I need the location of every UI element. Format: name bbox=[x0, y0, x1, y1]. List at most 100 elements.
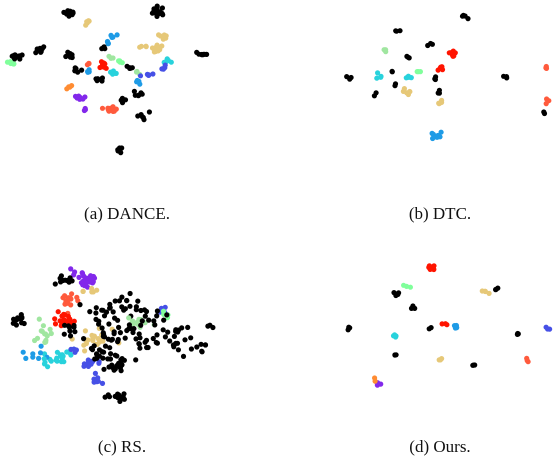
point bbox=[345, 327, 351, 333]
cluster-black bbox=[135, 109, 152, 123]
point bbox=[149, 10, 155, 16]
point bbox=[374, 75, 380, 81]
point bbox=[173, 328, 179, 334]
point bbox=[459, 13, 466, 19]
point bbox=[154, 332, 160, 338]
point bbox=[151, 6, 157, 12]
point bbox=[99, 380, 106, 386]
point bbox=[156, 45, 162, 51]
point bbox=[393, 28, 399, 34]
point bbox=[439, 67, 446, 73]
point bbox=[133, 336, 139, 342]
point bbox=[69, 83, 75, 89]
point bbox=[150, 71, 156, 77]
point bbox=[546, 98, 552, 104]
point bbox=[116, 324, 122, 330]
point bbox=[167, 338, 173, 344]
point bbox=[143, 308, 150, 315]
point bbox=[146, 72, 152, 78]
cluster-sky bbox=[85, 67, 92, 75]
point bbox=[436, 100, 442, 106]
point bbox=[8, 60, 14, 67]
point bbox=[38, 343, 44, 349]
caption-a: (a) DANCE. bbox=[84, 204, 170, 223]
point bbox=[41, 356, 47, 362]
panel-d bbox=[338, 258, 558, 406]
cluster-tan bbox=[479, 288, 492, 296]
cluster-sky bbox=[451, 322, 460, 331]
point bbox=[160, 327, 166, 333]
cluster-tan bbox=[436, 356, 445, 363]
point bbox=[545, 326, 551, 332]
point bbox=[92, 370, 98, 376]
point bbox=[157, 10, 163, 16]
point bbox=[543, 65, 549, 71]
point bbox=[99, 338, 105, 344]
cluster-black bbox=[91, 317, 139, 351]
point bbox=[104, 38, 111, 45]
point bbox=[11, 56, 18, 62]
point bbox=[444, 322, 450, 328]
cluster-cyan bbox=[374, 70, 384, 81]
point bbox=[71, 322, 77, 329]
point bbox=[55, 309, 61, 315]
point bbox=[40, 323, 47, 329]
point bbox=[85, 69, 91, 75]
scatter-plot-c bbox=[10, 266, 216, 404]
cluster-black bbox=[371, 90, 379, 99]
point bbox=[383, 47, 389, 53]
point bbox=[137, 73, 144, 79]
point bbox=[180, 353, 187, 359]
cluster-tan bbox=[400, 86, 413, 98]
cluster-coral bbox=[543, 96, 552, 107]
point bbox=[378, 381, 384, 387]
point bbox=[115, 317, 121, 323]
point bbox=[96, 321, 102, 327]
cluster-blue bbox=[137, 71, 156, 79]
cluster-black bbox=[194, 49, 210, 58]
point bbox=[162, 334, 168, 340]
cluster-black bbox=[493, 285, 501, 293]
point bbox=[30, 351, 36, 357]
point bbox=[170, 342, 176, 348]
cluster-black bbox=[435, 87, 442, 96]
cluster-sky bbox=[429, 129, 444, 142]
point bbox=[23, 355, 29, 361]
panel-a bbox=[0, 0, 250, 160]
cluster-black bbox=[128, 325, 160, 351]
cluster-black bbox=[344, 74, 354, 82]
point bbox=[146, 317, 152, 323]
point bbox=[127, 303, 133, 309]
point bbox=[65, 323, 72, 329]
point bbox=[105, 392, 111, 398]
point bbox=[433, 74, 439, 80]
cluster-black bbox=[72, 65, 85, 75]
point bbox=[71, 346, 77, 352]
cluster-lime bbox=[381, 47, 389, 55]
point bbox=[114, 32, 120, 38]
point bbox=[62, 322, 68, 328]
point bbox=[410, 303, 416, 309]
point bbox=[95, 378, 101, 384]
cluster-sky bbox=[20, 343, 50, 361]
point bbox=[504, 75, 510, 81]
point bbox=[122, 306, 128, 312]
point bbox=[52, 281, 58, 287]
point bbox=[375, 70, 381, 76]
point bbox=[62, 312, 68, 318]
point bbox=[76, 274, 82, 280]
point bbox=[52, 316, 58, 322]
point bbox=[134, 68, 140, 75]
cluster-sky bbox=[108, 32, 120, 41]
point bbox=[198, 341, 204, 347]
point bbox=[194, 344, 200, 350]
point bbox=[88, 360, 94, 366]
point bbox=[93, 310, 99, 316]
point bbox=[436, 87, 442, 93]
point bbox=[43, 339, 49, 345]
point bbox=[81, 336, 87, 342]
point bbox=[131, 88, 137, 94]
cluster-sky bbox=[104, 38, 111, 47]
point bbox=[111, 367, 117, 373]
point bbox=[137, 345, 143, 351]
